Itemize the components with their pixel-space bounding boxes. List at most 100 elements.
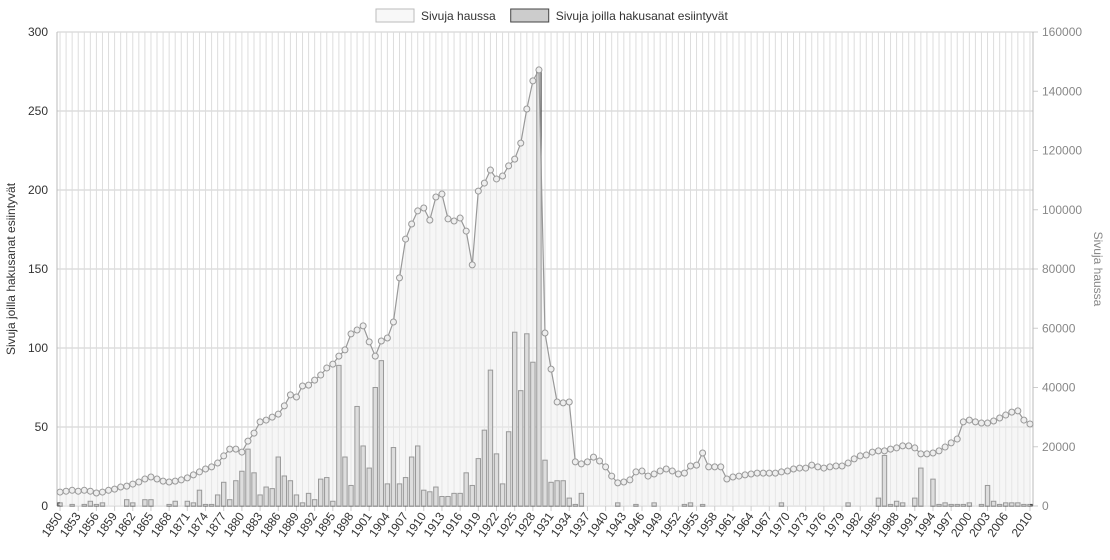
point: [905, 442, 913, 450]
point: [893, 444, 901, 452]
point: [990, 417, 998, 425]
y-tick-label: 50: [35, 420, 49, 434]
point: [493, 175, 501, 183]
point: [965, 416, 973, 424]
point: [226, 445, 234, 453]
point: [559, 399, 567, 407]
point: [147, 473, 155, 481]
y2-tick-label: 160000: [1042, 25, 1082, 39]
point: [535, 66, 543, 74]
point: [814, 463, 822, 471]
point: [971, 418, 979, 426]
point: [383, 334, 391, 342]
point: [432, 193, 440, 201]
point: [438, 190, 446, 198]
point: [62, 487, 70, 495]
point: [499, 172, 507, 180]
point: [832, 462, 840, 470]
point: [680, 469, 688, 477]
point: [705, 463, 713, 471]
point: [668, 467, 676, 475]
point: [808, 461, 816, 469]
point: [280, 402, 288, 410]
point: [935, 447, 943, 455]
point: [571, 458, 579, 466]
point: [56, 488, 64, 496]
point: [462, 227, 470, 235]
y2-tick-label: 100000: [1042, 203, 1082, 217]
point: [68, 486, 76, 494]
point: [583, 458, 591, 466]
point: [396, 274, 404, 282]
point: [632, 468, 640, 476]
point: [117, 483, 125, 491]
point: [735, 472, 743, 480]
point: [305, 381, 313, 389]
point: [517, 139, 525, 147]
point: [626, 476, 634, 484]
point: [268, 413, 276, 421]
point: [984, 419, 992, 427]
point: [195, 468, 203, 476]
point: [347, 330, 355, 338]
point: [232, 445, 240, 453]
point: [135, 478, 143, 486]
point: [577, 460, 585, 468]
point: [729, 473, 737, 481]
point: [644, 472, 652, 480]
point: [717, 463, 725, 471]
point: [474, 187, 482, 195]
point: [826, 463, 834, 471]
point: [674, 470, 682, 478]
legend-label: Sivuja joilla hakusanat esiintyvät: [556, 9, 729, 23]
y-tick-label: 0: [41, 499, 48, 513]
point: [790, 465, 798, 473]
point: [614, 479, 622, 487]
y-tick-label: 300: [28, 25, 48, 39]
point: [299, 382, 307, 390]
y-axis-title: Sivuja joilla hakusanat esiintyvät: [4, 182, 18, 355]
point: [214, 459, 222, 467]
point: [887, 445, 895, 453]
point: [262, 416, 270, 424]
point: [856, 452, 864, 460]
point: [177, 476, 185, 484]
point: [141, 475, 149, 483]
point: [723, 475, 731, 483]
point: [941, 443, 949, 451]
point: [468, 261, 476, 269]
y-tick-label: 100: [28, 341, 48, 355]
point: [923, 450, 931, 458]
point: [389, 318, 397, 326]
y2-tick-label: 20000: [1042, 440, 1076, 454]
point: [165, 478, 173, 486]
y2-tick-label: 40000: [1042, 381, 1076, 395]
point: [862, 451, 870, 459]
point: [1014, 407, 1022, 415]
point: [620, 478, 628, 486]
y2-axis-title: Sivuja haussa: [1091, 232, 1105, 307]
point: [408, 220, 416, 228]
point: [868, 448, 876, 456]
point: [911, 444, 919, 452]
point: [74, 487, 82, 495]
point: [747, 470, 755, 478]
point: [771, 469, 779, 477]
point: [596, 457, 604, 465]
point: [402, 235, 410, 243]
point: [311, 376, 319, 384]
point: [1002, 411, 1010, 419]
point: [202, 465, 210, 473]
point: [553, 398, 561, 406]
point: [183, 474, 191, 482]
point: [208, 463, 216, 471]
point: [541, 329, 549, 337]
point: [329, 360, 337, 368]
point: [341, 346, 349, 354]
point: [802, 464, 810, 472]
point: [741, 471, 749, 479]
point: [98, 488, 106, 496]
point: [917, 450, 925, 458]
point: [171, 477, 179, 485]
